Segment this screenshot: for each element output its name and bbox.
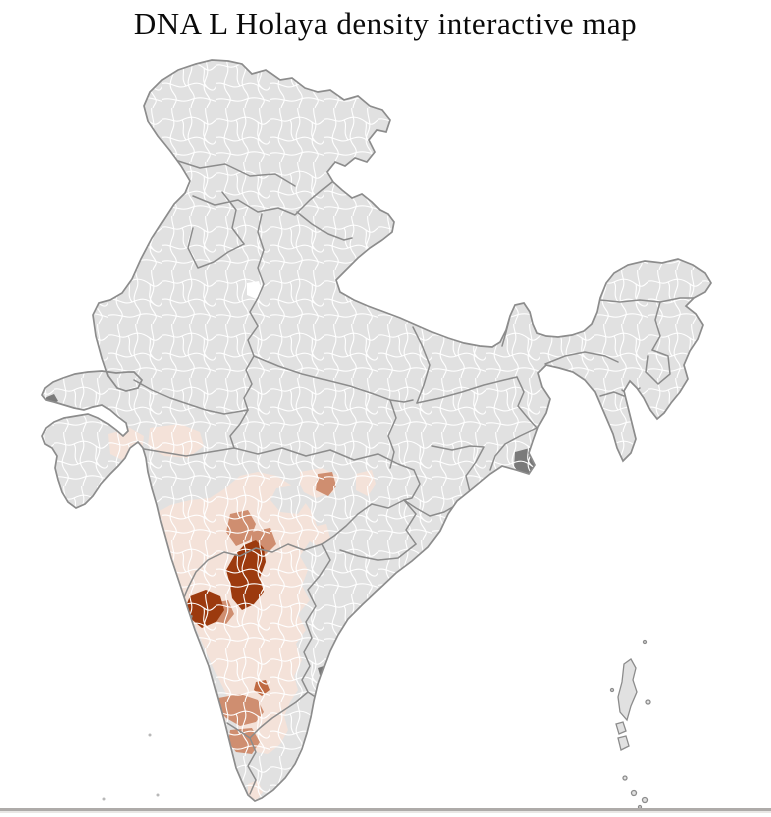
lakshadweep-islands [102, 733, 160, 801]
map-title: DNA L Holaya density interactive map [133, 6, 638, 41]
bottom-divider [0, 808, 771, 813]
district-region-coastal-udupi-medium[interactable] [194, 680, 216, 700]
state-borders [133, 159, 696, 795]
andaman-nicobar-islands [609, 639, 651, 810]
